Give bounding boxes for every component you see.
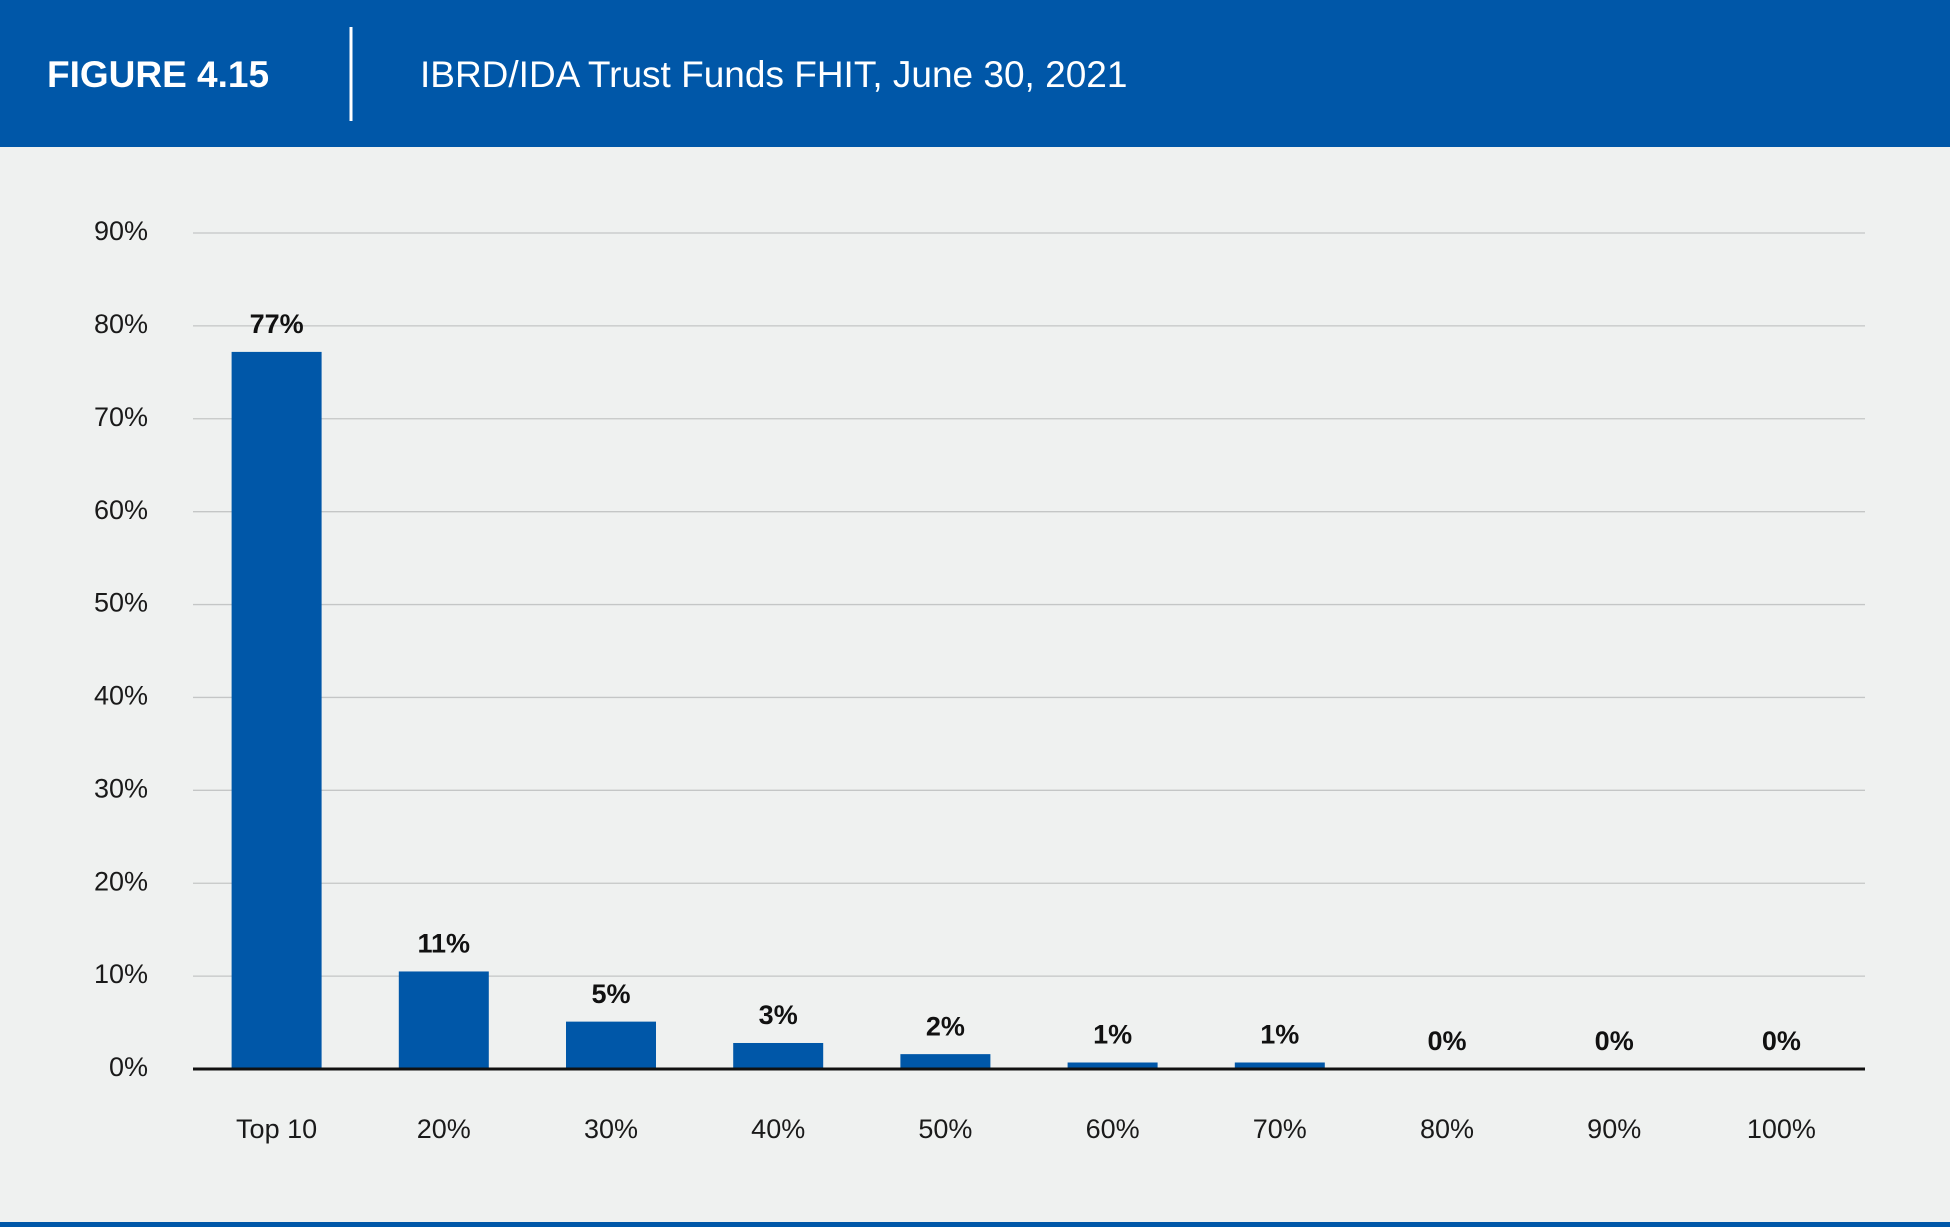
y-tick-label: 20%	[94, 866, 148, 896]
x-tick-label: 60%	[1086, 1114, 1140, 1144]
y-tick-label: 10%	[94, 959, 148, 989]
y-tick-label: 0%	[109, 1052, 148, 1082]
value-label: 77%	[250, 309, 304, 339]
y-tick-label: 80%	[94, 309, 148, 339]
y-tick-label: 70%	[94, 402, 148, 432]
y-tick-label: 30%	[94, 773, 148, 803]
figure-label: FIGURE 4.15	[47, 54, 269, 95]
value-label: 0%	[1595, 1026, 1634, 1056]
value-label: 5%	[591, 979, 630, 1009]
x-tick-label: Top 10	[236, 1114, 317, 1144]
bar	[231, 351, 322, 1069]
bar	[1234, 1062, 1325, 1069]
y-tick-label: 40%	[94, 681, 148, 711]
x-tick-label: 90%	[1587, 1114, 1641, 1144]
x-tick-label: 70%	[1253, 1114, 1307, 1144]
chart-title: IBRD/IDA Trust Funds FHIT, June 30, 2021	[420, 54, 1127, 95]
x-tick-label: 30%	[584, 1114, 638, 1144]
x-tick-label: 20%	[417, 1114, 471, 1144]
x-tick-label: 100%	[1747, 1114, 1816, 1144]
value-label: 3%	[759, 1000, 798, 1030]
x-tick-label: 40%	[751, 1114, 805, 1144]
bar	[398, 971, 489, 1069]
y-tick-label: 50%	[94, 588, 148, 618]
bar	[733, 1042, 824, 1069]
value-label: 0%	[1762, 1026, 1801, 1056]
value-label: 1%	[1093, 1020, 1132, 1050]
x-tick-label: 80%	[1420, 1114, 1474, 1144]
bar	[566, 1021, 656, 1069]
value-label: 1%	[1260, 1020, 1299, 1050]
value-label: 0%	[1427, 1026, 1466, 1056]
bar	[1067, 1062, 1158, 1069]
bar	[900, 1054, 991, 1069]
value-label: 11%	[418, 929, 471, 959]
x-tick-label: 50%	[918, 1114, 972, 1144]
y-tick-label: 90%	[94, 216, 148, 246]
header-bar	[0, 0, 1950, 147]
y-tick-label: 60%	[94, 495, 148, 525]
bottom-rule	[0, 1222, 1950, 1227]
value-label: 2%	[926, 1011, 965, 1041]
